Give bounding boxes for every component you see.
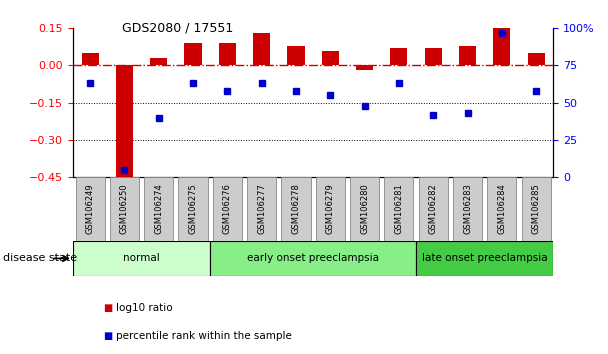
FancyBboxPatch shape [316,177,345,241]
FancyBboxPatch shape [282,177,311,241]
Text: GSM106280: GSM106280 [360,183,369,234]
Text: GSM106274: GSM106274 [154,183,163,234]
Text: GSM106250: GSM106250 [120,183,129,234]
FancyBboxPatch shape [75,177,105,241]
Bar [116,65,133,179]
Text: GSM106284: GSM106284 [497,183,506,234]
Text: log10 ratio: log10 ratio [116,303,172,313]
Text: early onset preeclampsia: early onset preeclampsia [247,253,379,263]
FancyBboxPatch shape [210,241,416,276]
Text: GSM106281: GSM106281 [395,183,403,234]
FancyBboxPatch shape [419,177,447,241]
Text: ■: ■ [103,331,112,341]
Bar [184,43,202,65]
Text: GSM106285: GSM106285 [531,183,541,234]
Bar [81,53,98,65]
Text: percentile rank within the sample: percentile rank within the sample [116,331,291,341]
FancyBboxPatch shape [350,177,379,241]
Bar [253,33,270,65]
Text: GSM106249: GSM106249 [86,183,95,234]
Bar [528,53,545,65]
FancyBboxPatch shape [110,177,139,241]
Bar [390,48,407,65]
Text: GSM106282: GSM106282 [429,183,438,234]
Text: ■: ■ [103,303,112,313]
FancyBboxPatch shape [416,241,553,276]
FancyBboxPatch shape [384,177,413,241]
Text: GSM106283: GSM106283 [463,183,472,234]
Bar [493,28,510,65]
Bar [356,65,373,70]
FancyBboxPatch shape [73,241,210,276]
Text: GSM106278: GSM106278 [291,183,300,234]
FancyBboxPatch shape [522,177,551,241]
FancyBboxPatch shape [453,177,482,241]
Text: GDS2080 / 17551: GDS2080 / 17551 [122,21,233,34]
Bar [288,46,305,65]
Bar [322,51,339,65]
FancyBboxPatch shape [487,177,516,241]
Bar [219,43,236,65]
Text: GSM106276: GSM106276 [223,183,232,234]
FancyBboxPatch shape [144,177,173,241]
FancyBboxPatch shape [247,177,276,241]
Text: GSM106277: GSM106277 [257,183,266,234]
Bar [150,58,167,65]
Text: disease state: disease state [3,253,77,263]
FancyBboxPatch shape [179,177,207,241]
Text: late onset preeclampsia: late onset preeclampsia [422,253,547,263]
Text: normal: normal [123,253,160,263]
Text: GSM106275: GSM106275 [188,183,198,234]
Bar [424,48,442,65]
FancyBboxPatch shape [213,177,242,241]
Bar [459,46,476,65]
Text: GSM106279: GSM106279 [326,183,335,234]
